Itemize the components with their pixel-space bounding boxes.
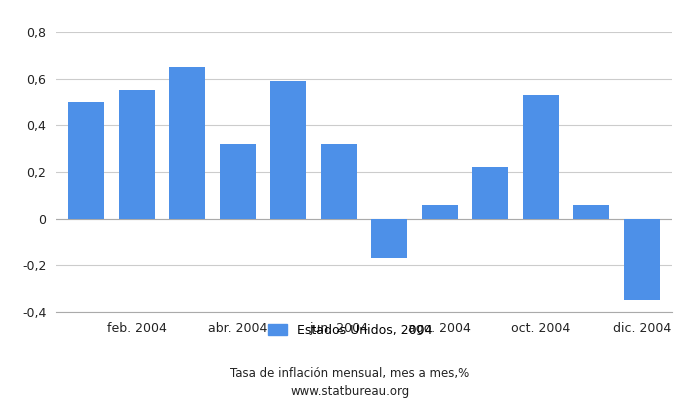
Bar	[421, 205, 458, 219]
Bar	[270, 81, 307, 219]
Bar	[573, 205, 610, 219]
Bar	[220, 144, 256, 219]
Bar	[118, 90, 155, 219]
Bar	[371, 219, 407, 258]
Text: www.statbureau.org: www.statbureau.org	[290, 386, 410, 398]
Bar	[169, 67, 206, 219]
Bar	[624, 219, 660, 300]
Bar	[68, 102, 104, 219]
Bar	[321, 144, 357, 219]
Text: Tasa de inflación mensual, mes a mes,%: Tasa de inflación mensual, mes a mes,%	[230, 368, 470, 380]
Legend: Estados Unidos, 2004: Estados Unidos, 2004	[263, 319, 437, 342]
Bar	[522, 95, 559, 219]
Bar	[472, 167, 508, 219]
